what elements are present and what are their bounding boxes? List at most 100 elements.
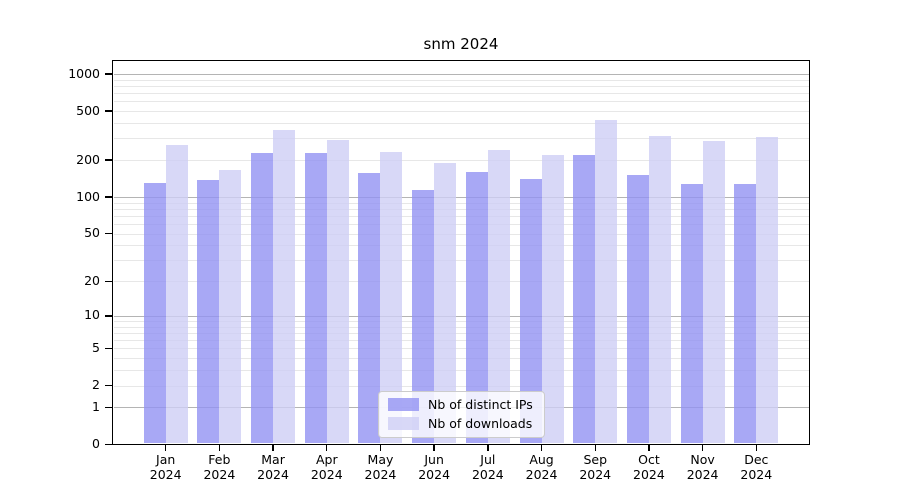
bar-downloads bbox=[326, 140, 349, 444]
x-tick-mark bbox=[701, 445, 704, 451]
bar-downloads bbox=[273, 130, 296, 444]
y-tick-label: 100 bbox=[76, 188, 100, 204]
y-tick-mark bbox=[105, 110, 112, 112]
bar-downloads bbox=[541, 155, 564, 444]
bar-distinct-ips bbox=[143, 183, 166, 444]
minor-gridline bbox=[114, 321, 809, 323]
minor-gridline bbox=[114, 160, 809, 162]
x-tick-label: May 2024 bbox=[364, 452, 397, 482]
y-tick-mark bbox=[105, 315, 112, 317]
minor-gridline bbox=[114, 326, 809, 328]
minor-gridline bbox=[114, 348, 809, 350]
x-tick-label: Nov 2024 bbox=[686, 452, 719, 482]
minor-gridline bbox=[114, 332, 809, 334]
x-tick-mark bbox=[540, 445, 543, 451]
x-tick-label: Sep 2024 bbox=[579, 452, 612, 482]
y-tick-label: 20 bbox=[84, 272, 100, 288]
y-tick-label: 0 bbox=[92, 436, 100, 451]
bar-distinct-ips bbox=[519, 179, 542, 444]
legend: Nb of distinct IPs Nb of downloads bbox=[378, 391, 545, 438]
x-tick-mark bbox=[433, 445, 435, 451]
minor-gridline bbox=[114, 215, 809, 217]
x-tick-mark bbox=[594, 445, 596, 451]
bar-distinct-ips bbox=[573, 154, 596, 444]
legend-item-distinct-ips: Nb of distinct IPs bbox=[388, 397, 533, 412]
y-tick-label: 1000 bbox=[68, 65, 100, 81]
y-tick-label: 10 bbox=[84, 307, 100, 323]
bar-downloads bbox=[434, 162, 457, 444]
y-tick-mark bbox=[105, 443, 112, 446]
x-tick-mark bbox=[272, 445, 274, 451]
y-tick-mark bbox=[105, 232, 112, 235]
minor-gridline bbox=[114, 370, 809, 372]
minor-gridline bbox=[114, 123, 809, 125]
bar-downloads bbox=[756, 136, 779, 444]
bar-distinct-ips bbox=[465, 172, 488, 444]
minor-gridline bbox=[114, 85, 809, 87]
bar-distinct-ips bbox=[680, 183, 703, 444]
x-tick-mark bbox=[755, 445, 757, 451]
bar-downloads bbox=[219, 170, 242, 444]
minor-gridline bbox=[114, 245, 809, 247]
minor-gridline bbox=[114, 260, 809, 262]
legend-label-distinct-ips: Nb of distinct IPs bbox=[428, 397, 533, 412]
minor-gridline bbox=[114, 281, 809, 283]
minor-gridline bbox=[114, 101, 809, 103]
bar-downloads bbox=[487, 149, 510, 444]
legend-swatch-downloads bbox=[388, 417, 419, 430]
y-tick-label: 1 bbox=[92, 398, 100, 414]
x-tick-mark bbox=[326, 445, 328, 451]
y-tick-mark bbox=[105, 159, 112, 161]
bar-distinct-ips bbox=[412, 189, 435, 444]
y-tick-mark bbox=[105, 406, 112, 409]
minor-gridline bbox=[114, 385, 809, 387]
minor-gridline bbox=[114, 93, 809, 95]
bar-distinct-ips bbox=[197, 179, 220, 444]
major-gridline bbox=[114, 315, 809, 317]
y-tick-mark bbox=[105, 384, 112, 387]
minor-gridline bbox=[114, 138, 809, 140]
minor-gridline bbox=[114, 111, 809, 113]
y-tick-mark bbox=[105, 73, 112, 75]
y-tick-label: 5 bbox=[92, 339, 100, 355]
minor-gridline bbox=[114, 340, 809, 342]
bar-distinct-ips bbox=[251, 152, 274, 444]
chart-title: snm 2024 bbox=[423, 35, 499, 53]
x-tick-label: Feb 2024 bbox=[203, 452, 236, 482]
x-tick-label: Mar 2024 bbox=[257, 452, 289, 482]
bar-distinct-ips bbox=[304, 152, 327, 444]
y-tick-mark bbox=[105, 347, 112, 350]
x-tick-mark bbox=[487, 445, 489, 451]
bar-distinct-ips bbox=[358, 172, 381, 444]
x-tick-mark bbox=[218, 445, 221, 451]
minor-gridline bbox=[114, 79, 809, 81]
bar-distinct-ips bbox=[626, 174, 649, 444]
legend-label-downloads: Nb of downloads bbox=[428, 416, 533, 431]
x-tick-label: Jul 2024 bbox=[471, 452, 504, 482]
bar-downloads bbox=[702, 141, 725, 444]
y-tick-mark bbox=[105, 196, 112, 198]
bar-downloads bbox=[648, 135, 671, 444]
minor-gridline bbox=[114, 208, 809, 210]
y-tick-label: 200 bbox=[76, 151, 100, 167]
major-gridline bbox=[114, 197, 809, 199]
x-tick-mark bbox=[648, 445, 650, 451]
minor-gridline bbox=[114, 224, 809, 226]
x-tick-label: Oct 2024 bbox=[633, 452, 665, 482]
bar-downloads bbox=[380, 151, 403, 444]
bar-downloads bbox=[165, 145, 188, 444]
legend-item-downloads: Nb of downloads bbox=[388, 416, 533, 431]
x-tick-mark bbox=[164, 445, 167, 451]
x-tick-label: Jun 2024 bbox=[418, 452, 451, 482]
y-tick-label: 2 bbox=[92, 377, 100, 393]
plot-area-border bbox=[112, 60, 810, 445]
x-tick-label: Dec 2024 bbox=[740, 452, 773, 482]
minor-gridline bbox=[114, 233, 809, 235]
y-tick-label: 500 bbox=[76, 102, 100, 118]
y-tick-label: 50 bbox=[84, 225, 100, 241]
major-gridline bbox=[114, 74, 809, 76]
x-tick-label: Apr 2024 bbox=[310, 452, 343, 482]
x-tick-mark bbox=[379, 445, 382, 451]
y-tick-mark bbox=[105, 280, 112, 282]
